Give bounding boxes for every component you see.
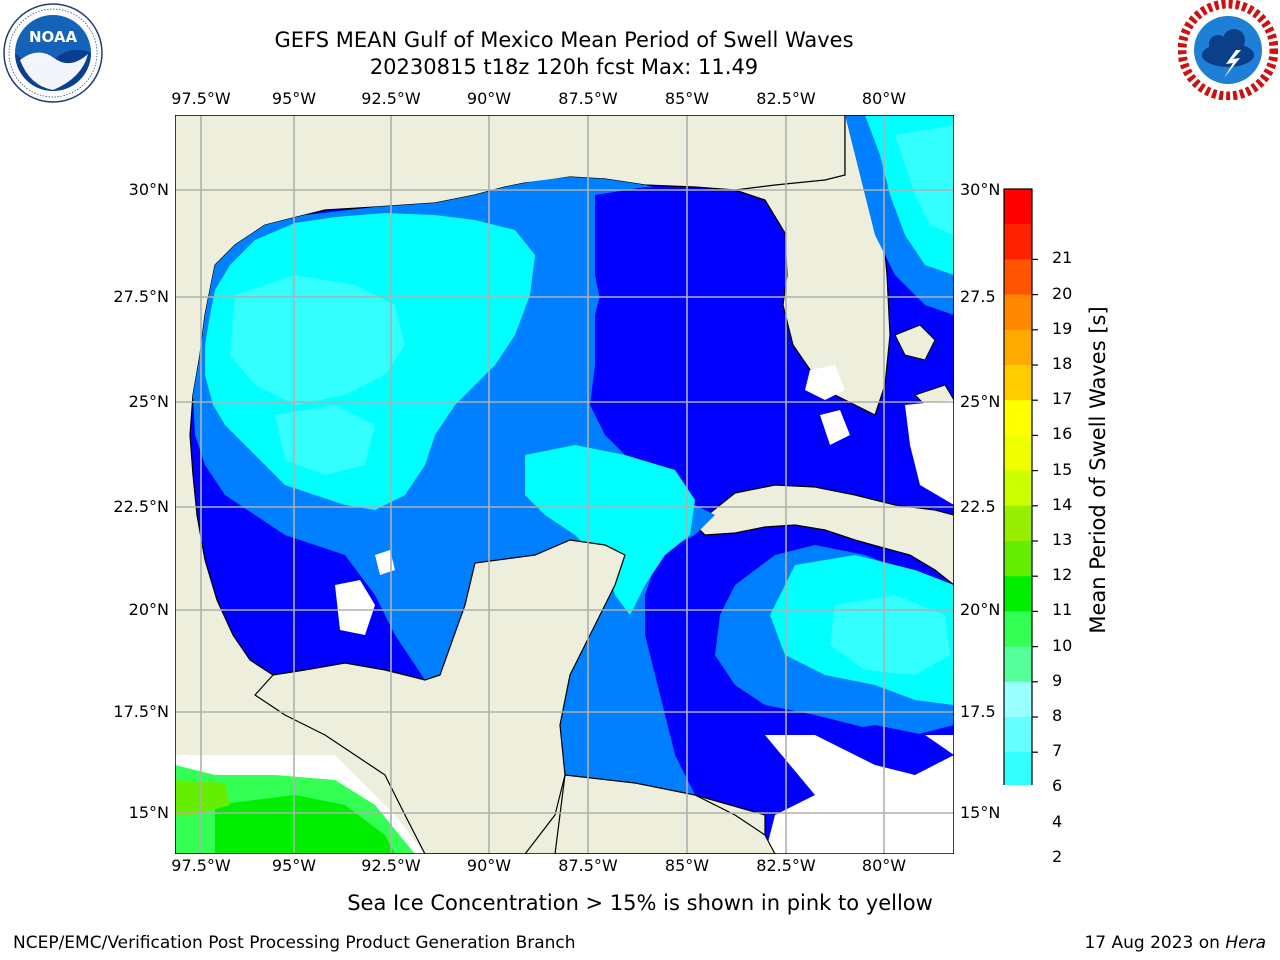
lat-label: 27.5 — [960, 287, 996, 306]
colorbar-tick-label: 7 — [1052, 741, 1063, 761]
colorbar-segment — [1004, 435, 1032, 472]
lon-label: 90°W — [466, 89, 512, 108]
map-gridlines — [175, 115, 954, 854]
colorbar-tick-label: 6 — [1052, 776, 1063, 796]
lon-label: 85°W — [664, 89, 710, 108]
colorbar-segment — [1004, 541, 1032, 577]
colorbar-segment — [1004, 681, 1032, 718]
lon-label: 82.5°W — [756, 856, 816, 875]
colorbar-frame — [1003, 188, 1033, 785]
lat-label: 30°N — [960, 180, 1001, 199]
footer-credit: NCEP/EMC/Verification Post Processing Pr… — [13, 933, 576, 953]
lon-label: 82.5°W — [756, 89, 816, 108]
lon-label: 80°W — [861, 856, 907, 875]
lat-label: 30°N — [128, 180, 169, 199]
colorbar-segment — [1004, 470, 1032, 507]
colorbar-segment — [1004, 646, 1032, 683]
lon-label: 90°W — [466, 856, 512, 875]
colorbar-segment — [1004, 505, 1032, 542]
lon-label: 92.5°W — [361, 856, 421, 875]
colorbar-segment — [1004, 224, 1032, 260]
colorbar-tick-label: 8 — [1052, 706, 1063, 725]
colorbar-tick-label: 9 — [1052, 670, 1063, 690]
colorbar-segment — [1004, 576, 1032, 612]
chart-title: GEFS MEAN Gulf of Mexico Mean Period of … — [274, 28, 854, 52]
chart-subtitle: 20230815 t18z 120h fcst Max: 11.49 — [369, 55, 759, 79]
footer-date-text: 17 Aug 2023 on — [1084, 933, 1226, 953]
lat-label: 22.5 — [960, 497, 996, 516]
colorbar-segment — [1004, 717, 1032, 753]
lat-label: 25°N — [960, 392, 1001, 411]
cuba-land — [694, 484, 954, 586]
colorbar-segment — [1004, 752, 1032, 785]
lon-label: 85°W — [664, 856, 710, 875]
colorbar-tick-label: 4 — [1052, 811, 1063, 831]
lat-label: 17.5 — [960, 702, 996, 721]
colorbar-segment — [1004, 259, 1032, 296]
lat-label: 22.5°N — [113, 497, 169, 516]
footer-host: Hera — [1225, 933, 1266, 953]
lon-label: 97.5°W — [171, 89, 231, 108]
colorbar-segment — [1004, 365, 1032, 401]
colorbar-tick-label: 13 — [1052, 530, 1073, 549]
lat-label: 20°N — [960, 600, 1001, 619]
colorbar-segment — [1004, 294, 1032, 331]
lat-label: 17.5°N — [113, 702, 169, 721]
noaa-logo: NOAA — [3, 3, 103, 103]
lat-label: 27.5°N — [113, 287, 169, 306]
yucatan-land — [254, 539, 626, 854]
sea-ice-note: Sea Ice Concentration > 15% is shown in … — [347, 891, 933, 915]
colorbar-tick-label: 2 — [1052, 846, 1063, 866]
colorbar-segment — [1004, 189, 1032, 225]
colorbar-tick-label: 16 — [1052, 424, 1073, 444]
lat-label: 15°N — [960, 803, 1001, 822]
lon-label: 97.5°W — [171, 856, 231, 875]
nws-logo — [1178, 0, 1278, 100]
colorbar-tick-label: 19 — [1052, 318, 1073, 338]
colorbar-segment — [1004, 611, 1032, 648]
noaa-logo-text: NOAA — [29, 28, 78, 46]
lon-label: 80°W — [861, 89, 907, 108]
colorbar-tick-label: 18 — [1052, 354, 1073, 373]
colorbar-tick-label: 11 — [1052, 600, 1073, 620]
colorbar-tick-label: 15 — [1052, 459, 1073, 479]
lon-label: 95°W — [271, 856, 317, 875]
colorbar-tick-label: 14 — [1052, 494, 1073, 514]
colorbar-tick-label: 12 — [1052, 565, 1073, 585]
colorbar-tick-label: 20 — [1052, 283, 1073, 303]
colorbar-segment — [1004, 400, 1032, 436]
footer-date: 17 Aug 2023 on Hera — [1084, 933, 1266, 953]
colorbar — [1003, 188, 1038, 785]
map-panel — [175, 115, 954, 854]
colorbar-tick-label: 17 — [1052, 389, 1073, 409]
lon-label: 87.5°W — [558, 89, 618, 108]
lat-label: 25°N — [128, 392, 169, 411]
colorbar-tick-label: 10 — [1052, 635, 1073, 655]
lon-label: 92.5°W — [361, 89, 421, 108]
lat-label: 20°N — [128, 600, 169, 619]
colorbar-segment — [1004, 329, 1032, 366]
colorbar-label: Mean Period of Swell Waves [s] — [1086, 306, 1110, 634]
lon-label: 95°W — [271, 89, 317, 108]
lat-label: 15°N — [128, 803, 169, 822]
colorbar-tick-label: 21 — [1052, 248, 1073, 268]
lon-label: 87.5°W — [558, 856, 618, 875]
